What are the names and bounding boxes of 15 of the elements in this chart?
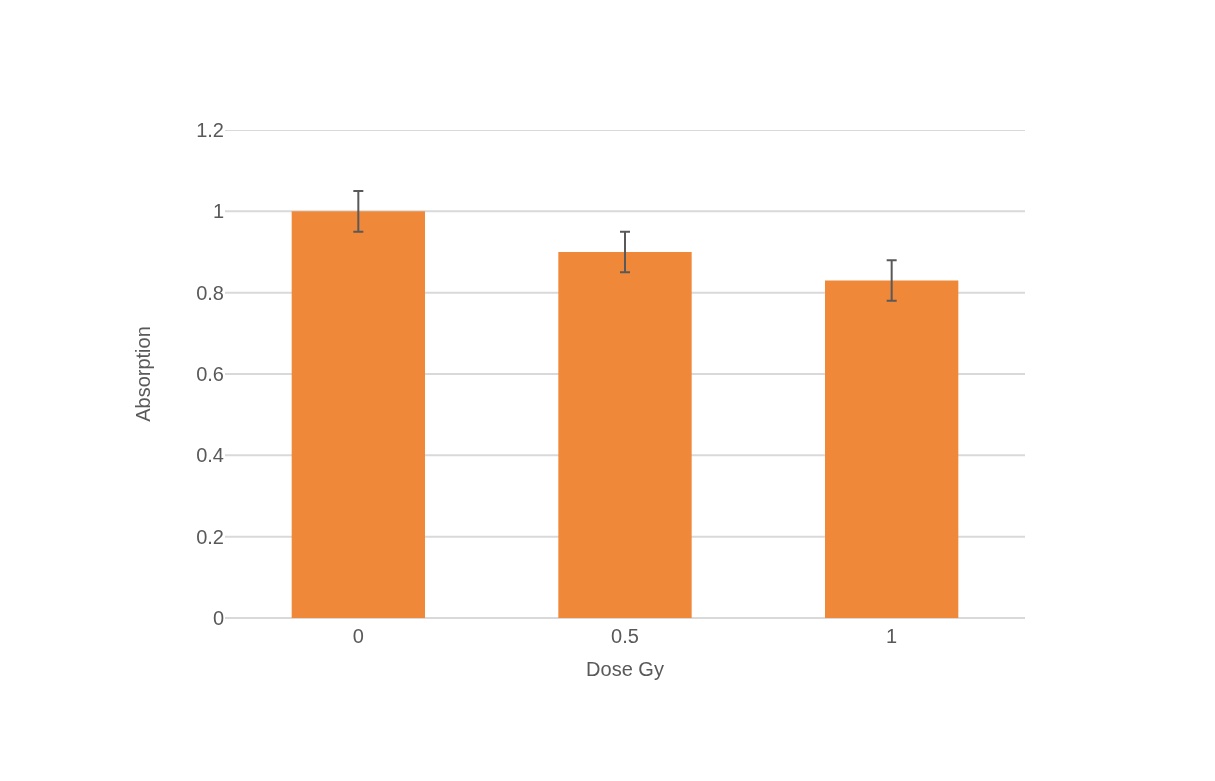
x-tick-label: 1: [886, 625, 898, 647]
y-tick-label: 0.6: [196, 363, 224, 385]
y-tick-label: 1.2: [196, 119, 224, 141]
y-tick-label: 0.4: [196, 444, 224, 467]
bar: [825, 280, 959, 618]
bar: [291, 211, 425, 618]
x-axis-title: Dose Gy: [586, 657, 664, 680]
y-tick-label: 0: [212, 607, 224, 629]
y-tick-label: 0.8: [196, 281, 224, 304]
bar: [558, 252, 692, 618]
y-tick-label: 0.2: [196, 525, 224, 548]
x-tick-label: 0.5: [611, 625, 639, 647]
x-tick-label: 0: [352, 625, 364, 647]
y-tick-label: 1: [212, 200, 224, 223]
y-axis-title: Absorption: [131, 326, 154, 422]
